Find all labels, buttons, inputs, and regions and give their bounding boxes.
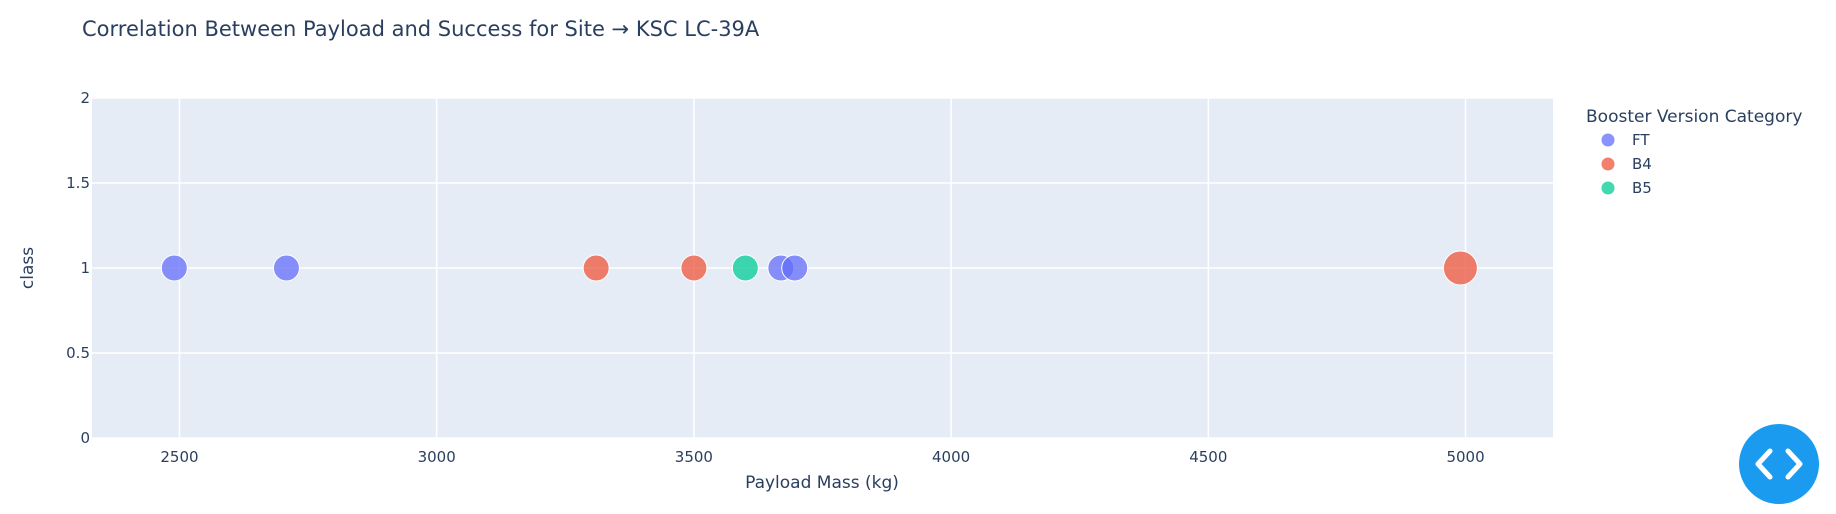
legend-items: FT B4 B5 [1601,131,1652,197]
data-point-ft[interactable] [272,254,300,282]
y-tick-label: 1.5 [66,174,90,192]
y-tick-label: 2 [80,89,90,107]
legend-marker [1601,181,1615,195]
legend: Booster Version Category FT B4 B5 [1586,107,1802,197]
legend-label: FT [1632,131,1650,149]
legend-marker [1601,133,1615,147]
data-point-b5[interactable] [731,254,759,282]
x-tick-label: 5000 [1446,448,1484,466]
tick-labels: 2500 3000 3500 4000 4500 5000 0 0.5 1 1.5 2 [66,89,1484,466]
code-toggle-button[interactable] [1739,424,1819,504]
y-axis-label: class [18,247,38,289]
chart-title: Correlation Between Payload and Success … [82,17,760,41]
data-point-b4[interactable] [1442,250,1478,286]
code-brackets-icon [1755,448,1803,480]
y-tick-label: 0.5 [66,344,90,362]
legend-marker [1601,157,1615,171]
y-tick-label: 0 [80,429,90,447]
x-tick-label: 2500 [160,448,198,466]
x-tick-label: 3500 [675,448,713,466]
legend-title: Booster Version Category [1586,107,1802,127]
x-axis-label: Payload Mass (kg) [745,473,899,493]
data-point-b4[interactable] [582,254,610,282]
x-tick-label: 4000 [932,448,970,466]
legend-label: B5 [1632,179,1652,197]
grid-lines [92,97,1553,439]
x-tick-label: 3000 [418,448,456,466]
y-tick-label: 1 [80,259,90,277]
legend-item-ft[interactable]: FT [1601,131,1651,149]
data-point-ft[interactable] [160,254,188,282]
data-points [160,250,1478,286]
legend-item-b4[interactable]: B4 [1601,155,1652,173]
legend-label: B4 [1632,155,1652,173]
legend-item-b5[interactable]: B5 [1601,179,1652,197]
x-tick-label: 4500 [1189,448,1227,466]
data-point-b4[interactable] [680,254,708,282]
data-point-ft[interactable] [781,254,809,282]
